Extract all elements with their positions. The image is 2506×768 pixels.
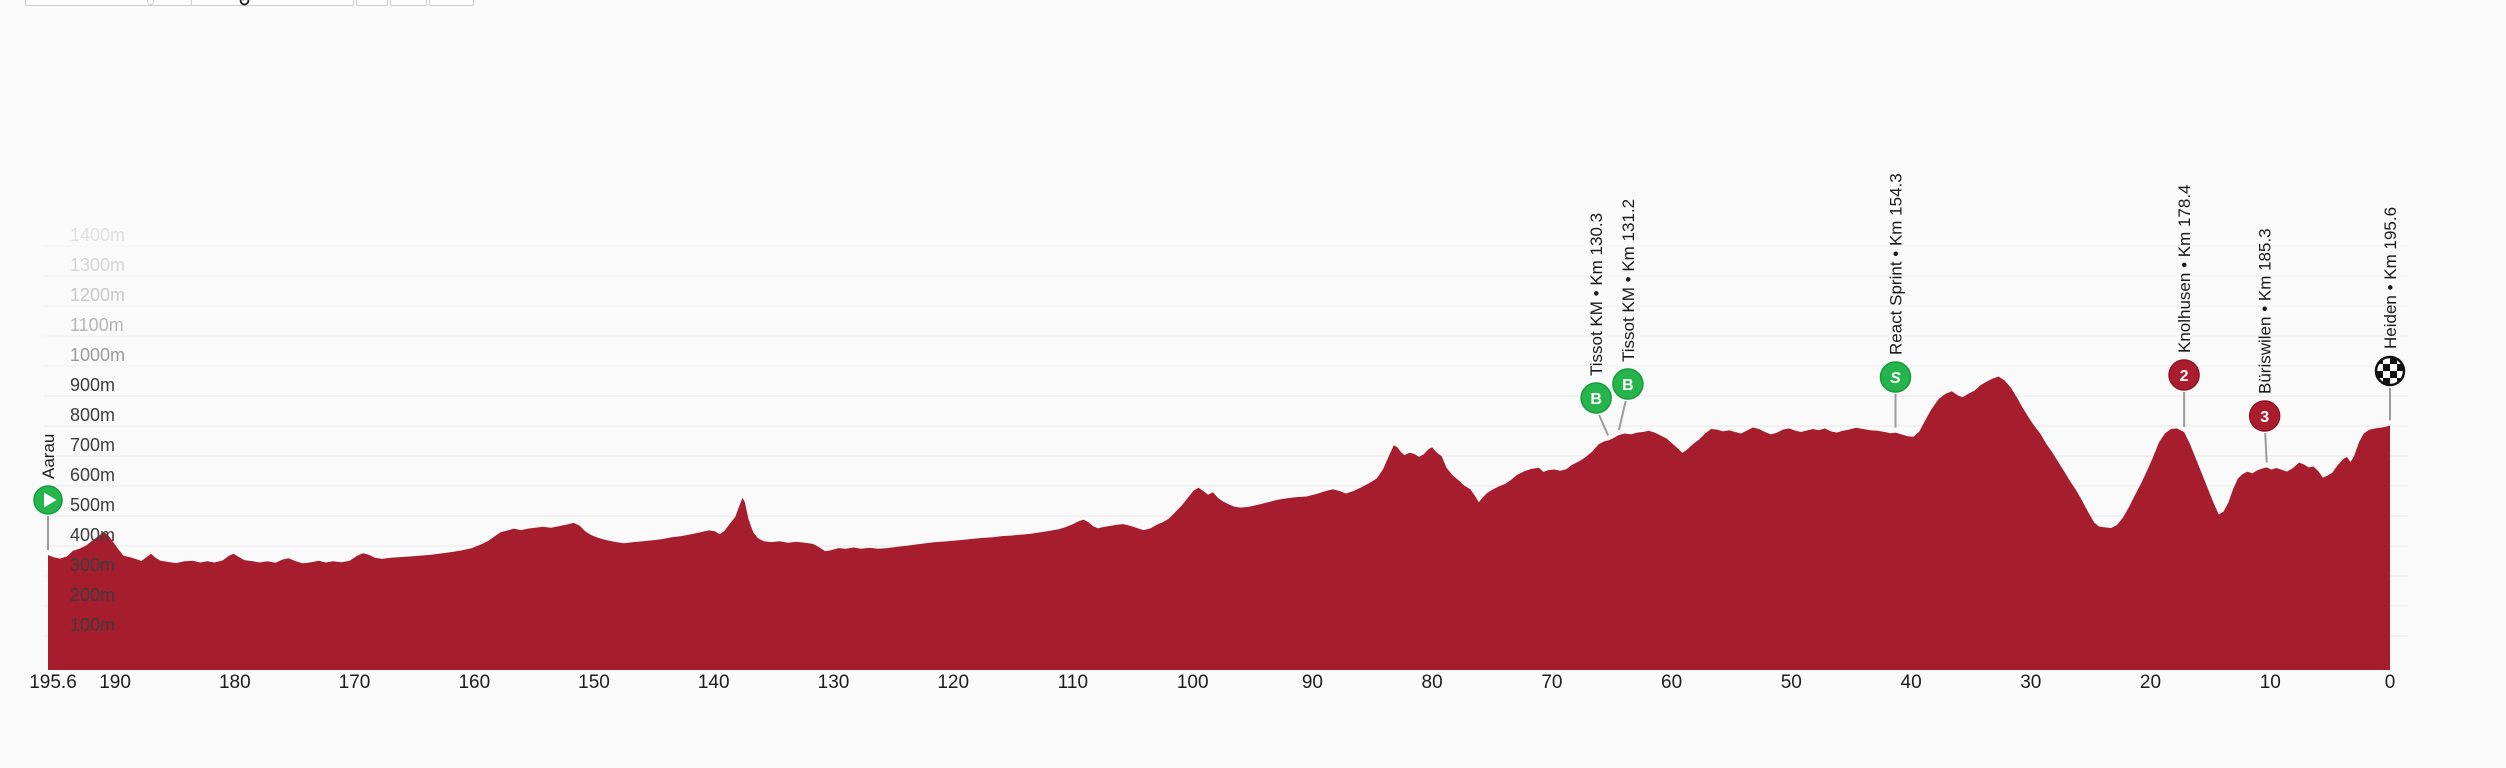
x-axis-label-10: 10	[2260, 672, 2281, 693]
x-axis-label-150: 150	[578, 672, 610, 693]
x-axis-label-140: 140	[698, 672, 730, 693]
marker-tissot-2-badge-glyph: B	[1622, 377, 1634, 394]
elevation-area[interactable]	[48, 376, 2390, 671]
marker-start	[33, 485, 63, 550]
y-axis-label-700: 700m	[70, 435, 115, 455]
x-axis-label-40: 40	[1901, 672, 1922, 693]
marker-climb-2-badge[interactable]	[2168, 359, 2200, 391]
marker-tissot-2-leader-line	[1617, 400, 1627, 431]
marker-sprint-badge[interactable]	[1879, 361, 1912, 393]
marker-tissot-2-label: Tissot KM • Km 131.2	[1619, 199, 1638, 362]
x-axis-label-190: 190	[99, 672, 131, 693]
y-axis-label-600: 600m	[70, 465, 115, 485]
marker-sprint-badge-glyph: S	[1890, 370, 1901, 387]
marker-climb-2-label: Knolhusen • Km 178.4	[2175, 184, 2194, 353]
marker-climb-2: 2	[2168, 359, 2200, 427]
y-axis-label-1200: 1200m	[70, 285, 125, 305]
marker-climb-3: 3	[2248, 400, 2281, 463]
marker-finish	[2374, 355, 2406, 421]
x-axis-label-120: 120	[937, 672, 969, 693]
marker-tissot-1-leader-line	[1598, 414, 1610, 436]
toolbar-small-button-2[interactable]	[390, 0, 427, 6]
x-axis-label-0: 0	[2385, 672, 2396, 693]
marker-finish-badge[interactable]	[2374, 355, 2406, 387]
x-axis-label-80: 80	[1422, 672, 1443, 693]
y-axis-label-300: 300m	[70, 555, 115, 575]
x-axis-label-30: 30	[2020, 672, 2041, 693]
x-axis-label-110: 110	[1058, 672, 1088, 693]
x-axis-label-60: 60	[1661, 672, 1682, 693]
y-axis-label-200: 200m	[70, 585, 115, 605]
marker-climb-3-leader-line	[2264, 432, 2268, 463]
y-axis-label-1300: 1300m	[70, 255, 125, 275]
marker-tissot-1-badge-glyph: B	[1590, 391, 1602, 408]
marker-climb-3-badge-glyph: 3	[2260, 409, 2269, 426]
marker-sprint-label: React Sprint • Km 154.3	[1886, 173, 1905, 355]
marker-tissot-1: B	[1580, 382, 1612, 436]
x-axis-label-20: 20	[2140, 672, 2161, 693]
x-axis-label-195.6: 195.6	[29, 672, 77, 693]
marker-climb-3-label: Büriswilen • Km 185.3	[2256, 228, 2275, 394]
y-axis-label-900: 900m	[70, 375, 115, 395]
y-axis-label-800: 800m	[70, 405, 115, 425]
play-icon	[44, 492, 57, 508]
refresh-icon: ↻	[238, 0, 251, 10]
y-axis-label-1100: 1100m	[70, 315, 124, 335]
x-axis-label-180: 180	[219, 672, 251, 693]
toolbar-small-button-3[interactable]	[429, 0, 474, 6]
x-axis-label-170: 170	[339, 672, 371, 693]
y-axis-label-1000: 1000m	[70, 345, 125, 365]
y-axis-label-400: 400m	[70, 525, 115, 545]
y-axis-label-500: 500m	[70, 495, 115, 515]
toolbar-reload-control[interactable]: ↻	[191, 0, 354, 10]
marker-tissot-1-badge[interactable]	[1580, 382, 1612, 414]
marker-tissot-2: B	[1612, 368, 1644, 431]
circle-outline-icon: ○	[146, 0, 156, 10]
y-axis-label-1400: 1400m	[70, 225, 125, 245]
toolbar-small-button-1[interactable]	[356, 0, 388, 6]
marker-tissot-1-label: Tissot KM • Km 130.3	[1587, 213, 1606, 376]
marker-start-label: Aarau	[39, 434, 58, 479]
marker-tissot-2-badge[interactable]	[1612, 368, 1644, 400]
x-axis-label-100: 100	[1177, 672, 1209, 693]
x-axis-label-50: 50	[1781, 672, 1802, 693]
x-axis-label-70: 70	[1541, 672, 1562, 693]
marker-climb-3-badge[interactable]	[2248, 400, 2281, 432]
x-axis-label-130: 130	[818, 672, 850, 693]
marker-sprint: S	[1879, 361, 1912, 428]
x-axis-label-160: 160	[458, 672, 490, 693]
x-axis-label-90: 90	[1302, 672, 1323, 693]
marker-finish-label: Heiden • Km 195.6	[2381, 207, 2400, 349]
y-axis-label-100: 100m	[70, 615, 115, 635]
top-toolbar: ○ ↻	[25, 0, 474, 10]
marker-climb-2-badge-glyph: 2	[2180, 368, 2189, 385]
